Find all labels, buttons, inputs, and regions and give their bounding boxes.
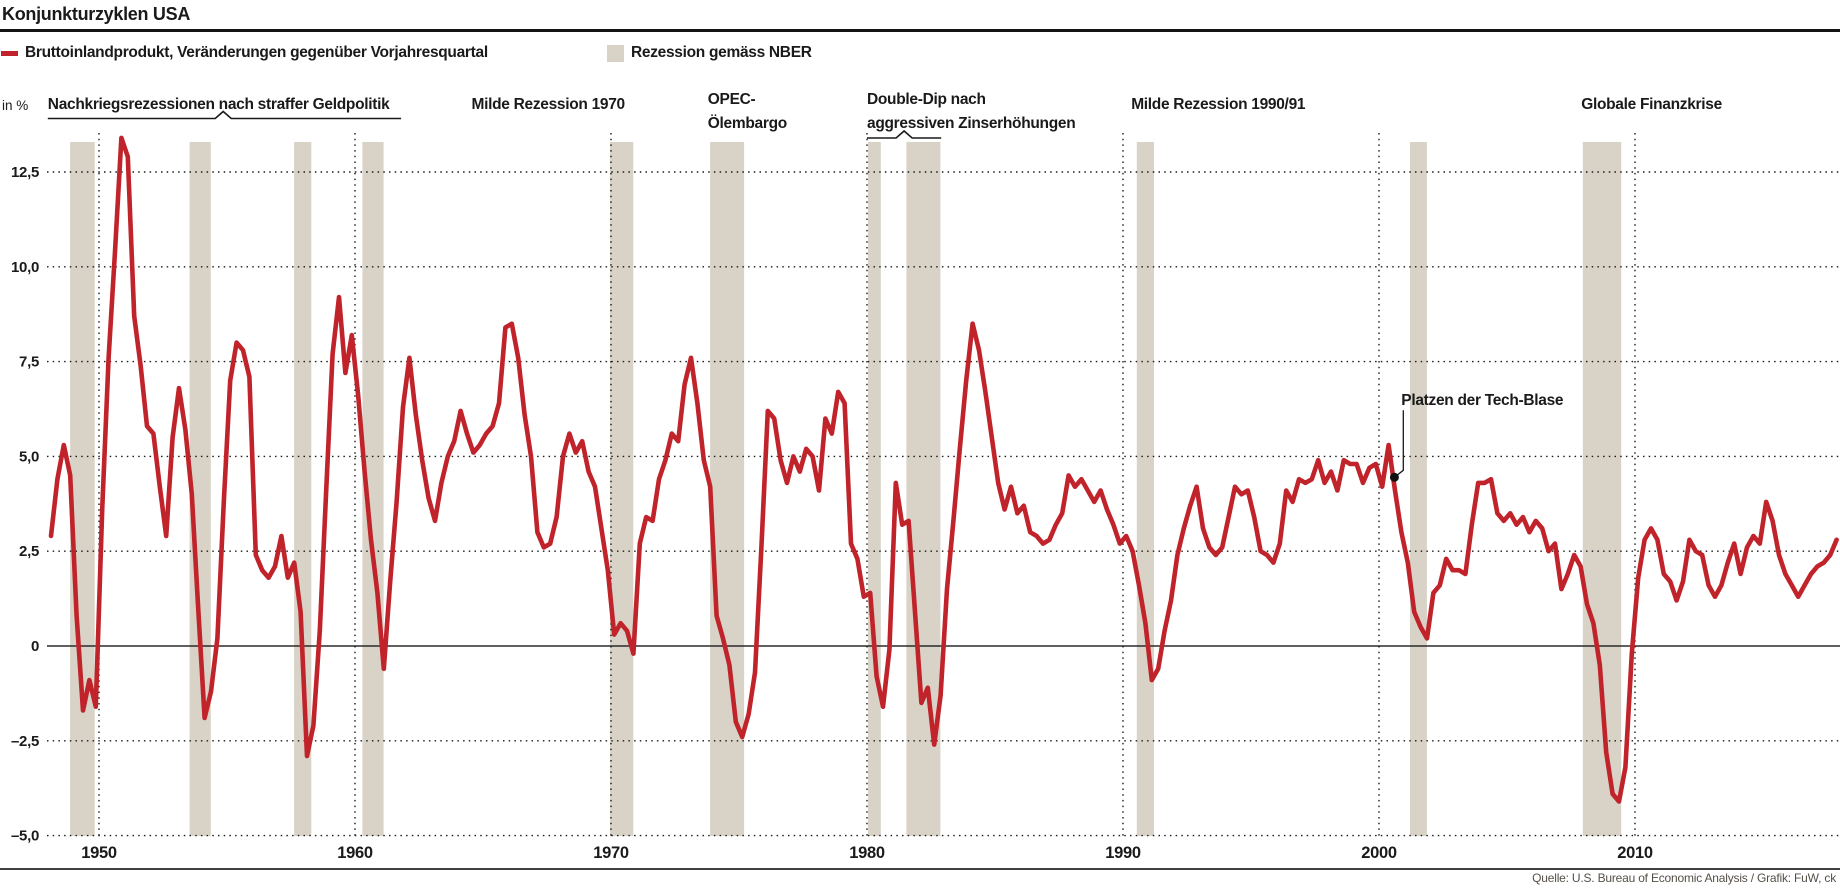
y-tick-label: –2,5 xyxy=(11,733,39,750)
y-tick-label: –5,0 xyxy=(11,828,39,845)
recession-band xyxy=(362,142,384,836)
y-tick-label: 5,0 xyxy=(19,448,39,465)
x-tick-label: 1960 xyxy=(337,844,373,862)
legend-recession-label: Rezession gemäss NBER xyxy=(631,44,812,61)
page-title: Konjunkturzyklen USA xyxy=(2,4,191,24)
annotations-layer: Nachkriegsrezessionen nach straffer Geld… xyxy=(48,91,1723,482)
annotation-pointer-line-tech-bubble xyxy=(1393,410,1404,478)
y-tick-label: 2,5 xyxy=(19,543,39,560)
axis-labels-layer: 12,5 10,0 7,5 5,0 2,5 0 –2,5 –5,0 1950 1960 1970 19… xyxy=(2,98,1653,862)
x-tick-label: 2000 xyxy=(1361,844,1397,862)
y-tick-label: 7,5 xyxy=(19,354,39,371)
recession-band xyxy=(1410,142,1427,836)
line-swatch-icon xyxy=(1,50,18,56)
legend: Bruttoinlandprodukt, Veränderungen gegen… xyxy=(0,40,1840,66)
annotation-brace-double-dip xyxy=(867,129,942,139)
annotation-pointer-dot-tech-bubble xyxy=(1389,472,1399,482)
y-tick-label: 12,5 xyxy=(11,164,39,181)
recession-band xyxy=(70,142,95,836)
recession-band xyxy=(1582,142,1622,836)
recession-band xyxy=(1136,142,1154,836)
annotation-label-mild-1990-91: Milde Rezession 1990/91 xyxy=(1131,96,1306,113)
gdp-line-layer xyxy=(48,135,1839,804)
annotation-label-postwar: Nachkriegsrezessionen nach straffer Geld… xyxy=(48,96,390,113)
legend-item-recession: Rezession gemäss NBER xyxy=(607,40,812,66)
annotation-brace-postwar xyxy=(47,110,402,120)
x-tick-label: 1950 xyxy=(81,844,117,862)
y-tick-label: 10,0 xyxy=(11,259,39,276)
x-tick-label: 2010 xyxy=(1617,844,1653,862)
gdp-line xyxy=(48,135,1839,804)
recession-band xyxy=(868,142,881,836)
annotation-label-gfc: Globale Finanzkrise xyxy=(1581,96,1722,113)
recession-band xyxy=(710,142,745,836)
source-credit: Quelle: U.S. Bureau of Economic Analysis… xyxy=(1532,871,1836,885)
recession-bands-layer xyxy=(70,142,1622,836)
x-tick-label: 1990 xyxy=(1105,844,1141,862)
annotation-label-mild-1970: Milde Rezession 1970 xyxy=(472,96,625,113)
annotation-label-double-dip: aggressiven Zinserhöhungen xyxy=(867,115,1075,132)
gridlines-layer xyxy=(47,133,1840,837)
title-rule xyxy=(0,29,1840,32)
x-tick-label: 1980 xyxy=(849,844,885,862)
recession-band xyxy=(610,142,634,836)
legend-item-gdp-line: Bruttoinlandprodukt, Veränderungen gegen… xyxy=(1,40,488,66)
annotation-label-opec: OPEC- xyxy=(708,91,756,108)
annotation-label-opec: Ölembargo xyxy=(708,115,787,132)
y-tick-label: 0 xyxy=(31,638,39,655)
recession-band xyxy=(189,142,211,836)
legend-gdp-label: Bruttoinlandprodukt, Veränderungen gegen… xyxy=(25,44,488,61)
annotation-label-tech-bubble: Platzen der Tech-Blase xyxy=(1401,392,1564,409)
recession-band xyxy=(294,142,312,836)
bottom-rule xyxy=(0,868,1840,870)
annotation-label-double-dip: Double-Dip nach xyxy=(867,91,986,108)
y-axis-unit-label: in % xyxy=(2,98,28,113)
recession-swatch-icon xyxy=(607,44,624,62)
x-tick-label: 1970 xyxy=(593,844,629,862)
recession-band xyxy=(906,142,941,836)
